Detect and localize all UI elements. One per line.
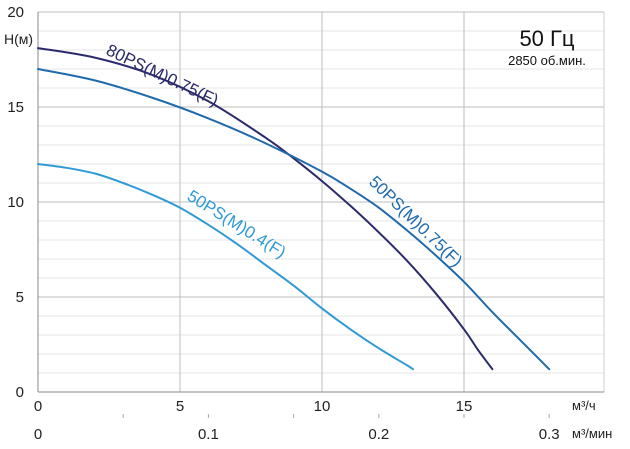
x-axis-unit-secondary: м³/мин (572, 426, 612, 441)
grid (38, 11, 605, 392)
series-line (37, 47, 494, 371)
tick-labels: 0 5 10 15 20 0 5 10 15 0 0.1 0.2 0.3 (7, 4, 559, 443)
series-line (37, 163, 414, 371)
series-lines (37, 47, 551, 371)
y-tick-label: 15 (7, 99, 24, 116)
x-secondary-tick-label: 0.1 (198, 426, 219, 443)
y-tick-label: 20 (7, 4, 24, 21)
frequency-label: 50 Гц (519, 26, 574, 51)
axes (37, 12, 604, 418)
y-axis-label: H(м) (4, 31, 33, 47)
x-secondary-tick-label: 0 (34, 426, 42, 443)
x-secondary-tick-label: 0.2 (368, 426, 389, 443)
y-tick-label: 5 (16, 289, 24, 306)
x-tick-label: 15 (456, 398, 473, 415)
x-tick-label: 5 (176, 398, 184, 415)
x-axis-unit-primary: м³/ч (572, 398, 596, 413)
x-secondary-tick-label: 0.3 (539, 426, 560, 443)
y-tick-label: 0 (16, 384, 24, 401)
y-tick-label: 10 (7, 194, 24, 211)
series-line (37, 68, 551, 371)
x-tick-label: 10 (314, 398, 331, 415)
speed-label: 2850 об.мин. (508, 53, 586, 68)
x-tick-label: 0 (34, 398, 42, 415)
